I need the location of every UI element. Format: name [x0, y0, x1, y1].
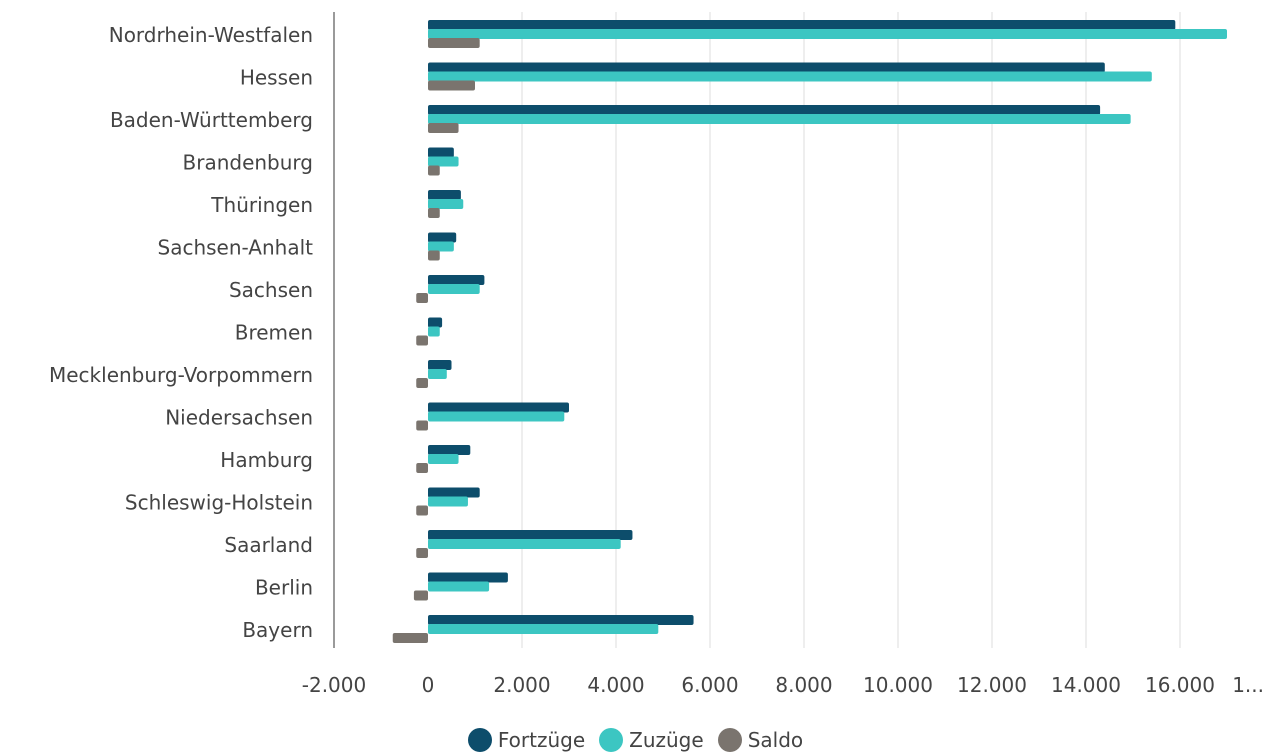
bar-fortzge[interactable]	[428, 20, 1176, 30]
bar-saldo[interactable]	[416, 378, 428, 388]
legend-item-fortzuege[interactable]: Fortzüge	[467, 728, 586, 752]
bar-fortzge[interactable]	[428, 317, 443, 328]
bar-fortzge[interactable]	[428, 275, 485, 285]
legend-dot-saldo	[717, 728, 742, 752]
x-tick-label: 6.000	[681, 673, 738, 697]
bar-zuzge[interactable]	[428, 411, 565, 422]
bar-zuzge[interactable]	[428, 29, 1227, 39]
bar-zuzge[interactable]	[428, 156, 459, 167]
bar-zuzge[interactable]	[428, 624, 659, 634]
category-label: Hamburg	[220, 448, 313, 472]
bar-fortzge[interactable]	[428, 105, 1101, 115]
category-label: Mecklenburg-Vorpommern	[49, 363, 313, 387]
bar-saldo[interactable]	[428, 208, 440, 218]
bar-fortzge[interactable]	[428, 615, 694, 625]
legend-label-saldo: Saldo	[747, 728, 804, 752]
bar-fortzge[interactable]	[428, 445, 471, 455]
legend-item-zuzuege[interactable]: Zuzüge	[599, 728, 704, 752]
bar-zuzge[interactable]	[428, 326, 440, 337]
x-tick-label: 8.000	[775, 673, 832, 697]
category-label: Nordrhein-Westfalen	[109, 23, 313, 47]
bar-zuzge[interactable]	[428, 71, 1152, 82]
category-label: Berlin	[255, 576, 313, 600]
bar-zuzge[interactable]	[428, 539, 621, 549]
bar-saldo[interactable]	[416, 505, 428, 516]
bar-fortzge[interactable]	[428, 62, 1105, 73]
bars	[392, 20, 1227, 643]
category-labels: Nordrhein-Westfalen Hessen Baden-Württembe…	[49, 23, 313, 642]
category-label: Thüringen	[210, 193, 313, 217]
bar-saldo[interactable]	[416, 548, 428, 558]
bar-zuzge[interactable]	[428, 199, 464, 209]
category-label: Sachsen	[229, 278, 313, 302]
bar-fortzge[interactable]	[428, 572, 508, 583]
bar-saldo[interactable]	[416, 420, 428, 431]
category-label: Hessen	[240, 66, 313, 90]
bar-fortzge[interactable]	[428, 530, 633, 540]
bar-saldo[interactable]	[416, 293, 428, 303]
x-tick-label: 2.000	[493, 673, 550, 697]
legend-dot-zuzuege	[599, 728, 624, 752]
category-label: Bayern	[242, 618, 313, 642]
bar-saldo[interactable]	[413, 590, 428, 601]
bar-fortzge[interactable]	[428, 360, 452, 370]
bar-zuzge[interactable]	[428, 114, 1131, 124]
bar-saldo[interactable]	[428, 250, 440, 261]
x-tick-label: -2.000	[302, 673, 366, 697]
x-tick-label: 14.000	[1051, 673, 1121, 697]
bar-saldo[interactable]	[428, 123, 459, 133]
bar-zuzge[interactable]	[428, 241, 454, 252]
x-tick-label: 4.000	[587, 673, 644, 697]
legend-item-saldo[interactable]: Saldo	[717, 728, 804, 752]
bar-saldo[interactable]	[428, 165, 440, 176]
legend: Fortzüge Zuzüge Saldo	[0, 726, 1271, 754]
bar-fortzge[interactable]	[428, 147, 454, 158]
legend-label-zuzuege: Zuzüge	[629, 728, 704, 752]
legend-dot-fortzuege	[467, 728, 492, 752]
bar-saldo[interactable]	[416, 463, 428, 473]
bar-fortzge[interactable]	[428, 487, 480, 498]
category-label: Niedersachsen	[165, 406, 313, 430]
bar-zuzge[interactable]	[428, 284, 480, 294]
tick-labels: -2.000 0 2.000 4.000 6.000 8.000 10.000 12.000 1…	[302, 673, 1264, 697]
category-label: Brandenburg	[183, 151, 314, 175]
category-label: Baden-Württemberg	[110, 108, 313, 132]
x-tick-label: 1...	[1232, 673, 1264, 697]
bar-saldo[interactable]	[416, 335, 428, 346]
bar-zuzge[interactable]	[428, 454, 459, 464]
category-label: Bremen	[235, 321, 313, 345]
x-tick-label: 12.000	[957, 673, 1027, 697]
bar-fortzge[interactable]	[428, 232, 457, 243]
category-label: Sachsen-Anhalt	[158, 236, 314, 260]
bar-zuzge[interactable]	[428, 496, 468, 507]
bar-fortzge[interactable]	[428, 402, 569, 413]
bar-fortzge[interactable]	[428, 190, 461, 200]
bar-chart: Nordrhein-Westfalen Hessen Baden-Württembe…	[49, 12, 1264, 697]
bar-saldo[interactable]	[428, 38, 480, 48]
x-tick-label: 10.000	[863, 673, 933, 697]
category-label: Schleswig-Holstein	[125, 491, 313, 515]
bar-saldo[interactable]	[428, 80, 475, 91]
x-tick-label: 16.000	[1145, 673, 1215, 697]
bar-zuzge[interactable]	[428, 581, 490, 592]
x-tick-label: 0	[422, 673, 435, 697]
bar-zuzge[interactable]	[428, 369, 447, 379]
legend-label-fortzuege: Fortzüge	[497, 728, 586, 752]
bar-saldo[interactable]	[392, 633, 428, 643]
category-label: Saarland	[224, 533, 313, 557]
